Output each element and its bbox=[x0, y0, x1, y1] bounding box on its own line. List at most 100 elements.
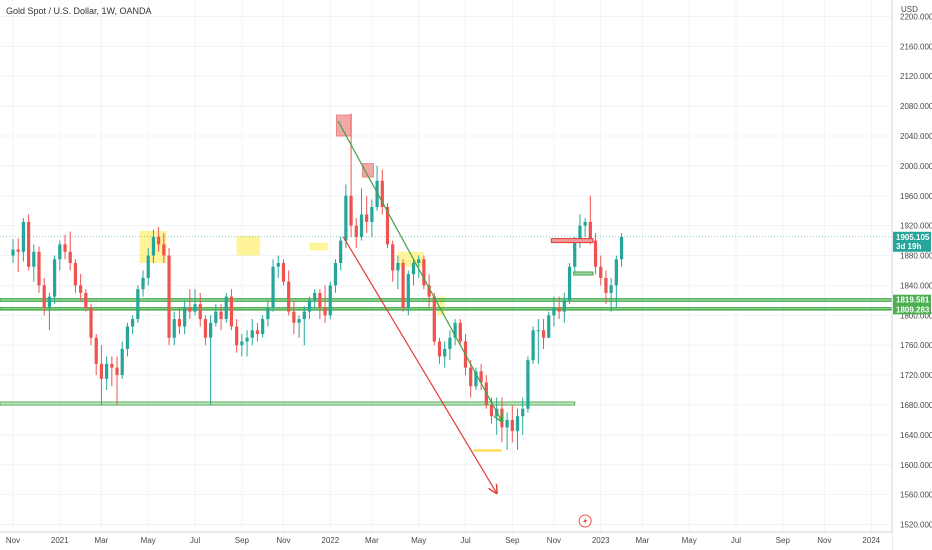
candle-body bbox=[401, 263, 405, 308]
candle-body bbox=[411, 263, 416, 275]
candle-body bbox=[406, 274, 410, 308]
candle-body bbox=[47, 296, 52, 308]
candle-body bbox=[432, 296, 436, 342]
candle-body bbox=[167, 255, 171, 338]
x-tick-label: Nov bbox=[547, 536, 561, 545]
candle-body bbox=[307, 300, 312, 312]
candle-body bbox=[427, 285, 431, 297]
candle-body bbox=[526, 360, 530, 409]
x-tick-label: Jul bbox=[190, 536, 200, 545]
candle-body bbox=[359, 214, 364, 237]
x-tick-label: Mar bbox=[95, 536, 109, 545]
candle-body bbox=[365, 214, 369, 222]
lightning-icon bbox=[578, 514, 592, 528]
trend-arrow-red bbox=[342, 236, 496, 493]
candle-body bbox=[547, 315, 551, 338]
candle-body bbox=[287, 281, 291, 312]
candles bbox=[11, 113, 624, 450]
highlight-zone-yellow bbox=[436, 296, 445, 316]
y-tick-label: 1720.000 bbox=[900, 371, 932, 380]
x-tick-label: Sep bbox=[235, 536, 250, 545]
candle-body bbox=[344, 195, 348, 241]
candle-body bbox=[58, 244, 62, 260]
candle-body bbox=[131, 319, 135, 327]
time-axis[interactable]: Nov 2021 Mar May Jul Sep Nov 2022 Mar May Jul Sep No… bbox=[0, 531, 892, 550]
candle-body bbox=[370, 206, 374, 222]
x-tick-label: Jul bbox=[460, 536, 470, 545]
support-price-tag: 1809.283 bbox=[896, 305, 930, 314]
candle-body bbox=[89, 307, 93, 338]
candle-body bbox=[380, 180, 384, 207]
candle-body bbox=[177, 319, 182, 327]
candle-body bbox=[354, 225, 358, 237]
grid bbox=[0, 0, 892, 532]
candle-body bbox=[146, 255, 150, 278]
x-tick-label: May bbox=[682, 536, 697, 545]
candle-body bbox=[313, 292, 317, 301]
price-axis[interactable]: 1520.000 1560.000 1600.000 1640.000 1680.000… bbox=[891, 0, 932, 550]
x-tick-label: Nov bbox=[276, 536, 290, 545]
x-tick-label: Mar bbox=[365, 536, 379, 545]
candle-body bbox=[63, 244, 67, 252]
last-price-tag-bg bbox=[893, 231, 931, 252]
x-tick-label: Nov bbox=[817, 536, 831, 545]
candle-body bbox=[479, 371, 483, 383]
candle-body bbox=[219, 311, 223, 320]
y-tick-label: 1760.000 bbox=[900, 341, 932, 350]
candle-body bbox=[391, 244, 395, 271]
candle-body bbox=[11, 249, 15, 256]
candle-body bbox=[32, 251, 36, 267]
y-tick-label: 2000.000 bbox=[900, 162, 932, 171]
candle-body bbox=[469, 367, 473, 387]
x-tick-label: 2022 bbox=[321, 536, 339, 545]
y-tick-label: 1920.000 bbox=[900, 222, 932, 231]
candle-body bbox=[573, 240, 577, 267]
candle-body bbox=[474, 371, 478, 387]
candle-body bbox=[209, 322, 213, 338]
candle-body bbox=[323, 307, 327, 316]
y-tick-label: 1680.000 bbox=[900, 401, 932, 410]
lightning-icon-bolt bbox=[583, 517, 588, 525]
candle-body bbox=[619, 236, 624, 260]
support-price-tag: 1819.581 bbox=[896, 296, 930, 305]
candle-body bbox=[115, 367, 119, 376]
x-tick-label: 2021 bbox=[51, 536, 69, 545]
candle-body bbox=[198, 304, 202, 320]
y-tick-label: 2160.000 bbox=[900, 42, 932, 51]
support-line bbox=[0, 307, 893, 311]
candle-body bbox=[214, 311, 218, 323]
candle-body bbox=[172, 319, 176, 338]
y-tick-label: 2120.000 bbox=[900, 72, 932, 81]
x-tick-label: Nov bbox=[6, 536, 20, 545]
candle-body bbox=[37, 251, 41, 286]
candle-body bbox=[229, 296, 234, 327]
candle-body bbox=[162, 244, 166, 256]
x-tick-label: 2023 bbox=[592, 536, 610, 545]
x-tick-label: May bbox=[411, 536, 426, 545]
y-tick-label: 2080.000 bbox=[900, 102, 932, 111]
candle-body bbox=[21, 221, 26, 252]
candle-body bbox=[505, 419, 509, 428]
candle-body bbox=[422, 259, 426, 286]
candle-body bbox=[489, 404, 494, 417]
candle-body bbox=[68, 251, 72, 264]
candle-body bbox=[16, 249, 20, 252]
candle-body bbox=[448, 337, 452, 349]
time-axis-bg bbox=[0, 532, 892, 550]
x-tick-label: Sep bbox=[505, 536, 520, 545]
candle-body bbox=[531, 330, 535, 361]
candle-body bbox=[125, 326, 130, 349]
resistance-mark-red bbox=[550, 238, 594, 244]
candle-body bbox=[271, 266, 275, 308]
candle-body bbox=[333, 263, 338, 286]
support-zone-bottom bbox=[0, 401, 576, 406]
candle-body bbox=[302, 311, 306, 320]
candle-body bbox=[614, 259, 618, 286]
candle-body bbox=[151, 236, 156, 256]
x-tick-label: 2024 bbox=[862, 536, 880, 545]
y-tick-label: 1840.000 bbox=[900, 281, 932, 290]
candle-body bbox=[458, 322, 462, 342]
candle-body bbox=[136, 289, 140, 320]
support-mark-green bbox=[573, 271, 594, 276]
